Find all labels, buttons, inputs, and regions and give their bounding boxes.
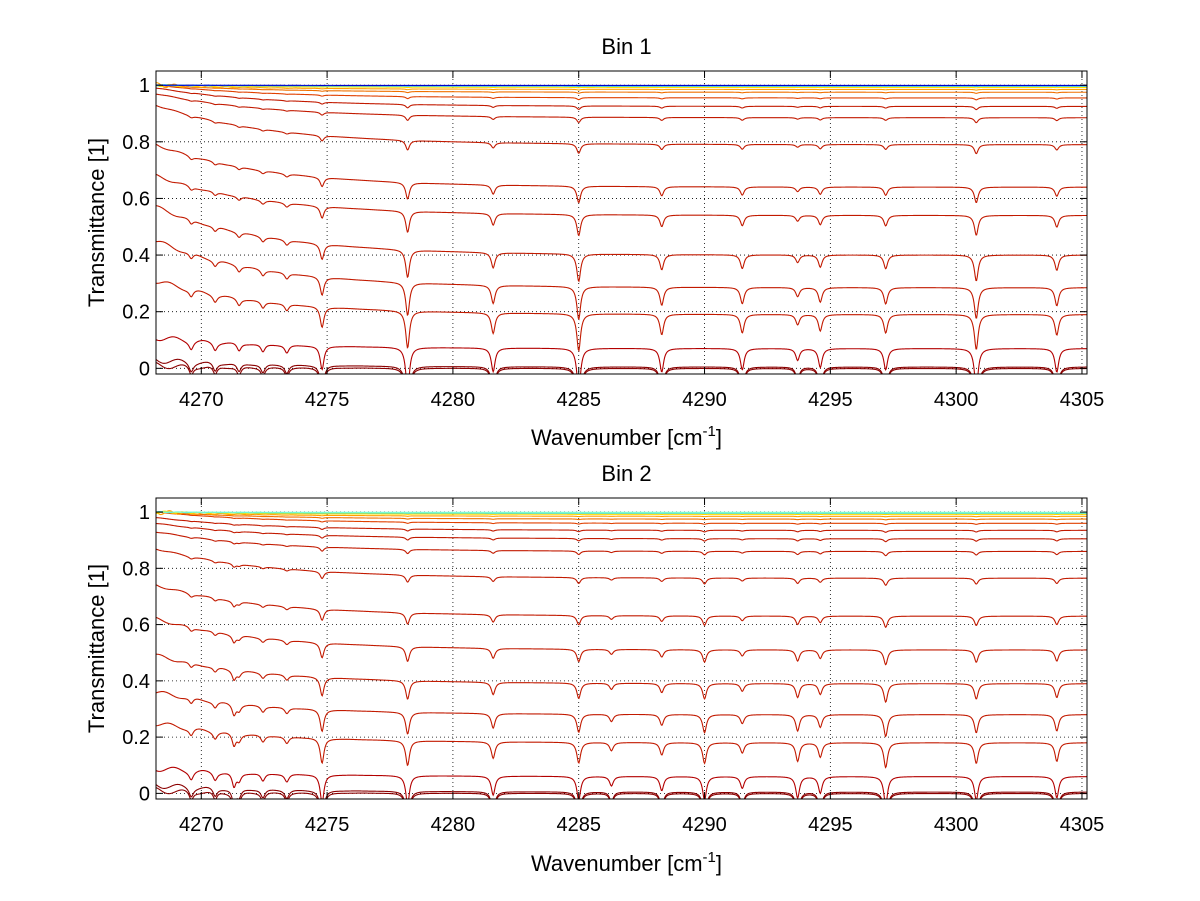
y-tick-label: 0.2 — [122, 727, 150, 749]
series-line-11 — [156, 87, 1087, 111]
plot-area — [156, 498, 1087, 799]
y-tick-label: 1 — [139, 502, 150, 524]
series-line-10 — [156, 93, 1087, 124]
x-tick-label: 4305 — [1060, 814, 1105, 836]
y-tick-label: 0.4 — [122, 671, 150, 693]
y-tick-label: 0.4 — [122, 245, 150, 267]
chart-title: Bin 2 — [601, 461, 651, 486]
y-tick-label: 0 — [139, 783, 150, 805]
series-line-6 — [156, 205, 1087, 283]
x-tick-label: 4305 — [1060, 389, 1105, 411]
series-line-4 — [156, 281, 1087, 353]
x-tick-label: 4270 — [179, 814, 224, 836]
series-line-7 — [156, 173, 1087, 237]
x-tick-label: 4280 — [431, 389, 476, 411]
y-tick-label: 0.8 — [122, 558, 150, 580]
y-tick-label: 0.6 — [122, 188, 150, 210]
series-line-6 — [156, 653, 1087, 704]
series-line-16 — [156, 510, 1087, 516]
series-line-1 — [156, 361, 1087, 374]
series-line-8 — [156, 143, 1087, 204]
series-line-15 — [156, 83, 1087, 89]
chart-panel-2: 4270 4275 4280 4285 4290 4295 4300 4305 0 0.2 0.4 0… — [84, 461, 1104, 876]
axes-box — [155, 70, 1088, 375]
x-axis-label: Wavenumber [cm-1] — [531, 423, 722, 450]
series-line-17 — [156, 510, 1087, 514]
y-tick-label: 0.8 — [122, 132, 150, 154]
x-tick-label: 4275 — [305, 814, 350, 836]
series-line-14 — [156, 511, 1087, 521]
axes-box — [155, 497, 1088, 800]
y-tick-label: 0 — [139, 358, 150, 380]
plot-area — [156, 71, 1087, 374]
series-line-8 — [156, 584, 1087, 629]
series-line-5 — [156, 691, 1087, 738]
x-tick-label: 4300 — [934, 389, 979, 411]
series-group — [156, 510, 1087, 799]
x-axis-label: Wavenumber [cm-1] — [531, 849, 722, 876]
series-line-12 — [156, 517, 1087, 533]
x-tick-label: 4280 — [431, 814, 476, 836]
series-line-1 — [156, 787, 1087, 799]
series-line-9 — [156, 104, 1087, 155]
series-group — [156, 82, 1087, 374]
series-line-10 — [156, 531, 1087, 557]
x-tick-label: 4295 — [808, 814, 853, 836]
series-line-13 — [156, 84, 1087, 94]
chart-panel-1: 4270 4275 4280 4285 4290 4295 4300 4305 0 0.2 0.4 0… — [84, 34, 1104, 450]
y-tick-label: 0.2 — [122, 302, 150, 324]
series-line-12 — [156, 84, 1087, 101]
y-axis-label: Transmittance [1] — [84, 138, 109, 307]
chart-title: Bin 1 — [601, 34, 651, 59]
series-line-3 — [156, 766, 1087, 799]
series-line-2 — [156, 358, 1087, 374]
x-tick-label: 4285 — [556, 814, 601, 836]
series-line-14 — [156, 82, 1087, 91]
y-axis-label: Transmittance [1] — [84, 564, 109, 733]
series-line-13 — [156, 511, 1087, 526]
x-tick-label: 4290 — [682, 389, 727, 411]
x-tick-label: 4270 — [179, 389, 224, 411]
series-line-2 — [156, 783, 1087, 799]
y-tick-label: 1 — [139, 75, 150, 97]
y-tick-label: 0.6 — [122, 615, 150, 637]
series-line-15 — [156, 510, 1087, 518]
series-line-5 — [156, 240, 1087, 321]
series-line-9 — [156, 548, 1087, 586]
series-line-3 — [156, 336, 1087, 374]
series-line-4 — [156, 722, 1087, 769]
x-tick-label: 4300 — [934, 814, 979, 836]
x-tick-label: 4295 — [808, 389, 853, 411]
x-tick-label: 4275 — [305, 389, 350, 411]
x-tick-label: 4285 — [556, 389, 601, 411]
x-tick-label: 4290 — [682, 814, 727, 836]
series-line-11 — [156, 522, 1087, 543]
series-line-7 — [156, 616, 1087, 666]
